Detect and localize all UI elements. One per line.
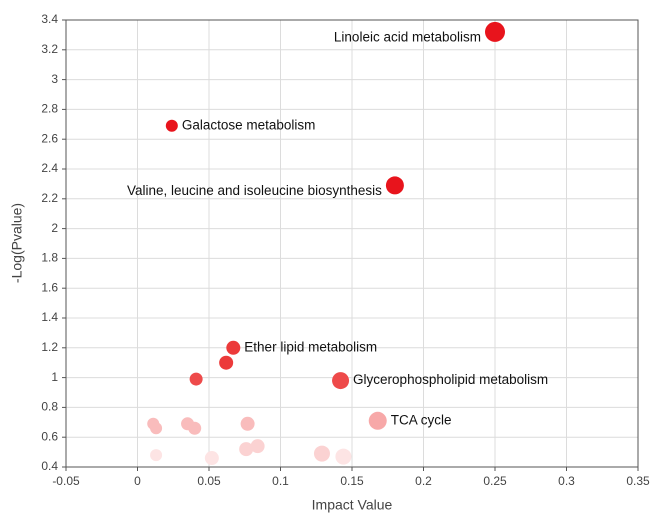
point-label: Galactose metabolism	[182, 117, 316, 132]
bubble	[368, 411, 387, 430]
point-label: Linoleic acid metabolism	[334, 29, 481, 44]
y-tick-label: 1.6	[41, 280, 58, 294]
bubble	[189, 372, 203, 386]
bubble	[485, 21, 505, 42]
bubble	[240, 416, 255, 431]
y-tick-label: 1	[51, 370, 58, 384]
bubble	[385, 176, 404, 195]
y-tick-label: 2.4	[41, 161, 58, 175]
x-tick-label: 0.25	[483, 474, 507, 488]
bubble	[226, 340, 241, 355]
bubble	[204, 451, 219, 466]
point-label: Ether lipid metabolism	[244, 339, 377, 354]
x-tick-label: 0.3	[558, 474, 575, 488]
plot-frame	[65, 19, 639, 468]
point-label: Glycerophospholipid metabolism	[353, 372, 548, 387]
bubble	[239, 442, 254, 457]
y-tick-label: 2.6	[41, 131, 58, 145]
x-tick-label: 0.1	[272, 474, 289, 488]
y-tick-label: 3.2	[41, 42, 58, 56]
x-tick-label: 0.15	[340, 474, 364, 488]
x-tick-label: 0.35	[626, 474, 650, 488]
y-tick-label: 1.8	[41, 251, 58, 265]
bubble	[150, 449, 163, 462]
y-tick-label: 1.2	[41, 340, 58, 354]
y-tick-label: 0.8	[41, 400, 58, 414]
x-tick-label: -0.05	[52, 474, 80, 488]
point-label: Valine, leucine and isoleucine biosynthe…	[127, 183, 382, 198]
bubble	[250, 439, 265, 454]
bubble	[181, 417, 195, 431]
bubble	[313, 445, 330, 462]
x-tick-label: 0.2	[415, 474, 432, 488]
y-tick-label: 3.4	[41, 12, 58, 26]
y-tick-label: 0.6	[41, 429, 58, 443]
bubble	[335, 448, 352, 465]
x-axis-label: Impact Value	[312, 497, 393, 513]
x-tick-label: 0	[134, 474, 141, 488]
bubble	[332, 372, 350, 390]
y-tick-label: 3	[51, 72, 58, 86]
y-tick-label: 1.4	[41, 310, 58, 324]
x-tick-label: 0.05	[197, 474, 221, 488]
y-tick-label: 2.8	[41, 102, 58, 116]
y-tick-label: 0.4	[41, 459, 58, 473]
y-axis-label: -Log(Pvalue)	[9, 203, 25, 283]
y-tick-label: 2	[51, 221, 58, 235]
y-tick-label: 2.2	[41, 191, 58, 205]
bubble	[147, 417, 160, 430]
bubble	[219, 355, 234, 370]
point-label: TCA cycle	[391, 412, 452, 427]
bubble	[165, 119, 178, 132]
